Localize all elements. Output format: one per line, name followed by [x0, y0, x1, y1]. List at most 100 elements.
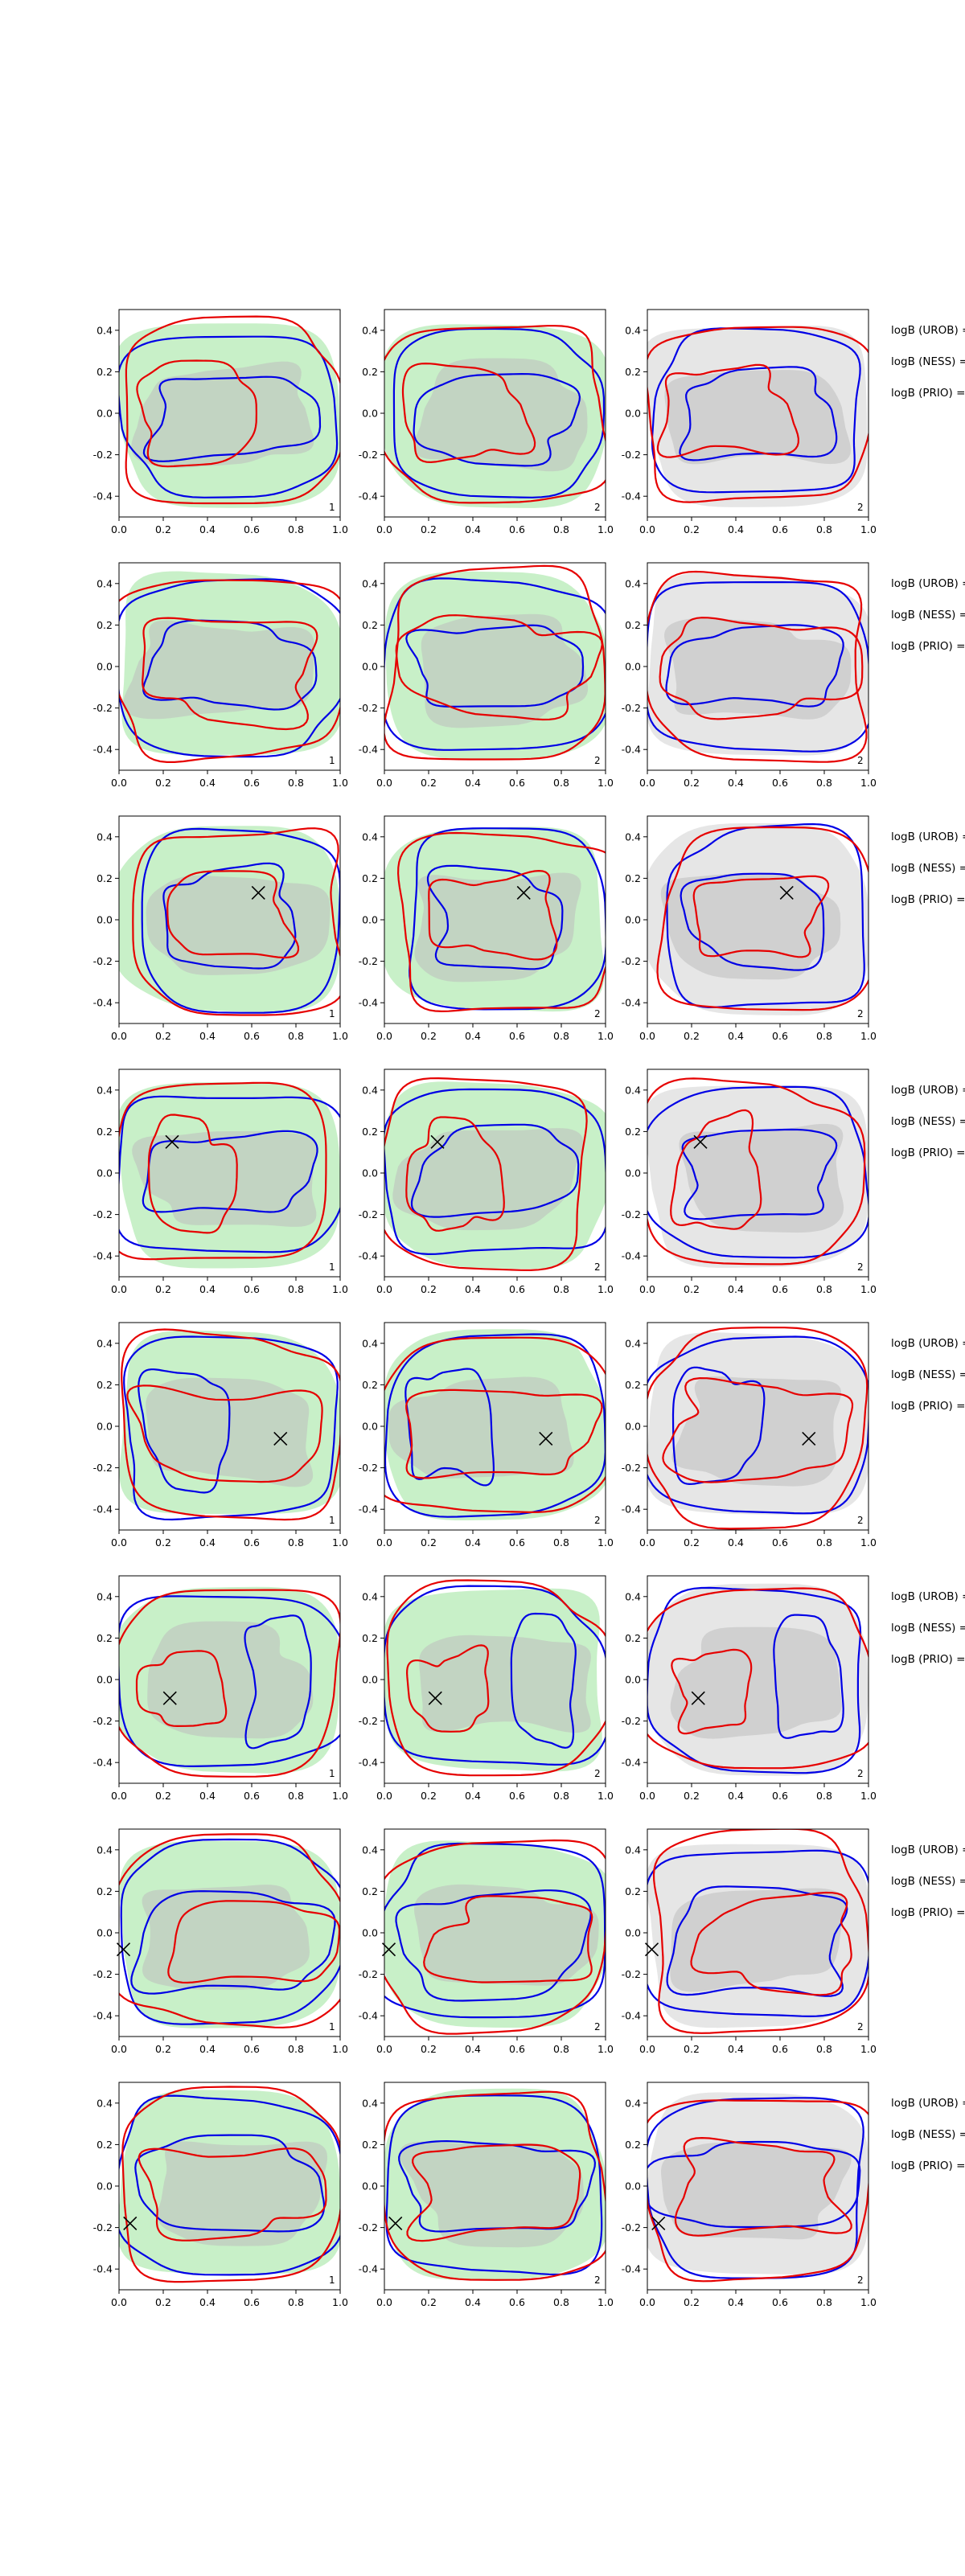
x-tick-label: 1.0: [860, 1536, 877, 1548]
x-marker: [162, 1691, 177, 1705]
y-tick-label: -0.4: [359, 1503, 378, 1516]
subplot-r2-c2: 2 0.0 0.2 0.4 0.6 0.8 1.0 0.4 0.2 0.0 -0.2 -0.4: [359, 562, 614, 789]
x-tick-label: 0.2: [155, 777, 171, 789]
x-tick-label: 0.0: [111, 523, 127, 535]
y-tick-label: -0.4: [93, 1503, 113, 1516]
x-tick-label: 0.2: [684, 2043, 700, 2055]
contour-blue: [681, 1128, 838, 1220]
x-tick-label: 0.0: [111, 2043, 127, 2055]
contour-blue: [647, 1849, 868, 2018]
y-tick-label: -0.2: [359, 702, 378, 714]
x-marker: [273, 1431, 288, 1446]
plot-area: [384, 1329, 606, 1520]
y-tick-label: 0.0: [96, 914, 113, 926]
row-label: logB (PRIO) =: [891, 2160, 965, 2172]
panel-index-label: 2: [594, 1768, 601, 1779]
x-tick-label: 0.6: [509, 777, 525, 789]
y-tick-label: 0.0: [362, 914, 378, 926]
y-tick-label: -0.4: [622, 490, 641, 502]
x-tick-label: 0.8: [553, 777, 569, 789]
y-tick-label: 0.2: [96, 619, 113, 631]
y-tick-label: 0.2: [625, 872, 641, 884]
contour-red: [167, 1900, 340, 1984]
y-tick-label: -0.2: [93, 1968, 113, 1980]
contour-blue: [142, 375, 322, 462]
plot-area: [384, 2088, 606, 2281]
y-tick-label: 0.2: [625, 2139, 641, 2151]
panel-index-label: 2: [857, 755, 864, 766]
y-tick-label: 0.4: [362, 2097, 378, 2109]
filled-region-inner: [421, 613, 588, 728]
y-tick-label: 0.4: [96, 1590, 113, 1602]
contour-red: [384, 1077, 588, 1272]
x-tick-label: 0.4: [465, 1283, 481, 1295]
subplot-r7-c2: 2 0.0 0.2 0.4 0.6 0.8 1.0 0.4 0.2 0.0 -0.2 -0.4: [359, 1828, 614, 2055]
contour-red: [136, 359, 258, 468]
subplot-r4-c3: 2 0.0 0.2 0.4 0.6 0.8 1.0 0.4 0.2 0.0 -0.2 -0.4: [622, 1069, 877, 1295]
plot-area: [119, 2086, 340, 2283]
x-tick-label: 0.2: [684, 1283, 700, 1295]
x-tick-label: 0.6: [244, 1030, 260, 1042]
y-tick-label: 0.0: [96, 1167, 113, 1179]
x-tick-label: 0.0: [376, 1283, 392, 1295]
y-tick-label: 0.0: [96, 1421, 113, 1433]
panel-index-label: 1: [329, 1515, 335, 1526]
plot-area: [119, 1081, 340, 1269]
contour-blue: [510, 1612, 577, 1749]
contour-blue: [426, 864, 564, 970]
y-tick-label: -0.2: [359, 955, 378, 967]
x-tick-label: 0.4: [465, 2296, 481, 2308]
contour-blue: [384, 1842, 606, 2019]
x-tick-label: 0.8: [553, 2043, 569, 2055]
x-tick-label: 1.0: [332, 1790, 348, 1802]
x-tick-label: 0.2: [155, 1030, 171, 1042]
x-tick-label: 0.8: [288, 1536, 304, 1548]
filled-region-inner: [414, 1884, 599, 1986]
x-tick-label: 0.0: [111, 1536, 127, 1548]
contour-red: [121, 1328, 340, 1521]
panel-index-label: 2: [857, 1008, 864, 1019]
x-tick-label: 0.0: [639, 2296, 655, 2308]
y-tick-label: 0.4: [362, 1590, 378, 1602]
subplot-r5-c2: 2 0.0 0.2 0.4 0.6 0.8 1.0 0.4 0.2 0.0 -0.2 -0.4: [359, 1322, 614, 1548]
filled-region-inner: [661, 2143, 852, 2240]
y-tick-label: -0.2: [622, 1462, 641, 1474]
row-label: logB (NESS) =: [891, 1875, 965, 1888]
panel-index-label: 2: [857, 502, 864, 513]
x-tick-label: 0.4: [728, 1790, 744, 1802]
x-tick-label: 0.2: [421, 1790, 437, 1802]
y-tick-label: 0.4: [625, 577, 641, 589]
contour-red: [671, 1648, 753, 1735]
contour-red: [126, 1384, 323, 1483]
y-tick-label: 0.2: [362, 1885, 378, 1897]
contour-red: [396, 831, 606, 1013]
x-tick-label: 0.0: [111, 777, 127, 789]
contour-blue: [134, 2134, 326, 2233]
y-tick-label: -0.2: [622, 1208, 641, 1220]
x-tick-label: 0.4: [728, 777, 744, 789]
subplot-r2-c3: 2 0.0 0.2 0.4 0.6 0.8 1.0 0.4 0.2 0.0 -0.2 -0.4: [622, 562, 877, 789]
y-tick-label: 0.4: [362, 1084, 378, 1096]
contour-red: [652, 1829, 868, 2034]
x-tick-label: 0.8: [288, 2296, 304, 2308]
x-tick-label: 1.0: [332, 1536, 348, 1548]
y-tick-label: -0.4: [622, 744, 641, 756]
filled-region-inner: [671, 1376, 841, 1487]
row-label: logB (UROB) =: [891, 1590, 965, 1603]
panel-index-label: 2: [594, 755, 601, 766]
y-tick-label: 0.2: [625, 1632, 641, 1644]
x-marker: [428, 1691, 442, 1705]
x-tick-label: 0.4: [199, 777, 216, 789]
x-tick-label: 0.0: [639, 777, 655, 789]
y-tick-label: -0.4: [359, 997, 378, 1009]
y-tick-label: 0.2: [96, 1126, 113, 1138]
x-marker: [251, 885, 265, 900]
x-tick-label: 0.4: [465, 1790, 481, 1802]
x-tick-label: 0.6: [772, 2043, 788, 2055]
x-tick-label: 0.2: [155, 2043, 171, 2055]
row-label: logB (UROB) =: [891, 324, 965, 337]
subplot-r5-c1: 1 0.0 0.2 0.4 0.6 0.8 1.0 0.4 0.2 0.0 -0.2 -0.4: [93, 1322, 348, 1548]
panel-index-label: 1: [329, 1008, 335, 1019]
